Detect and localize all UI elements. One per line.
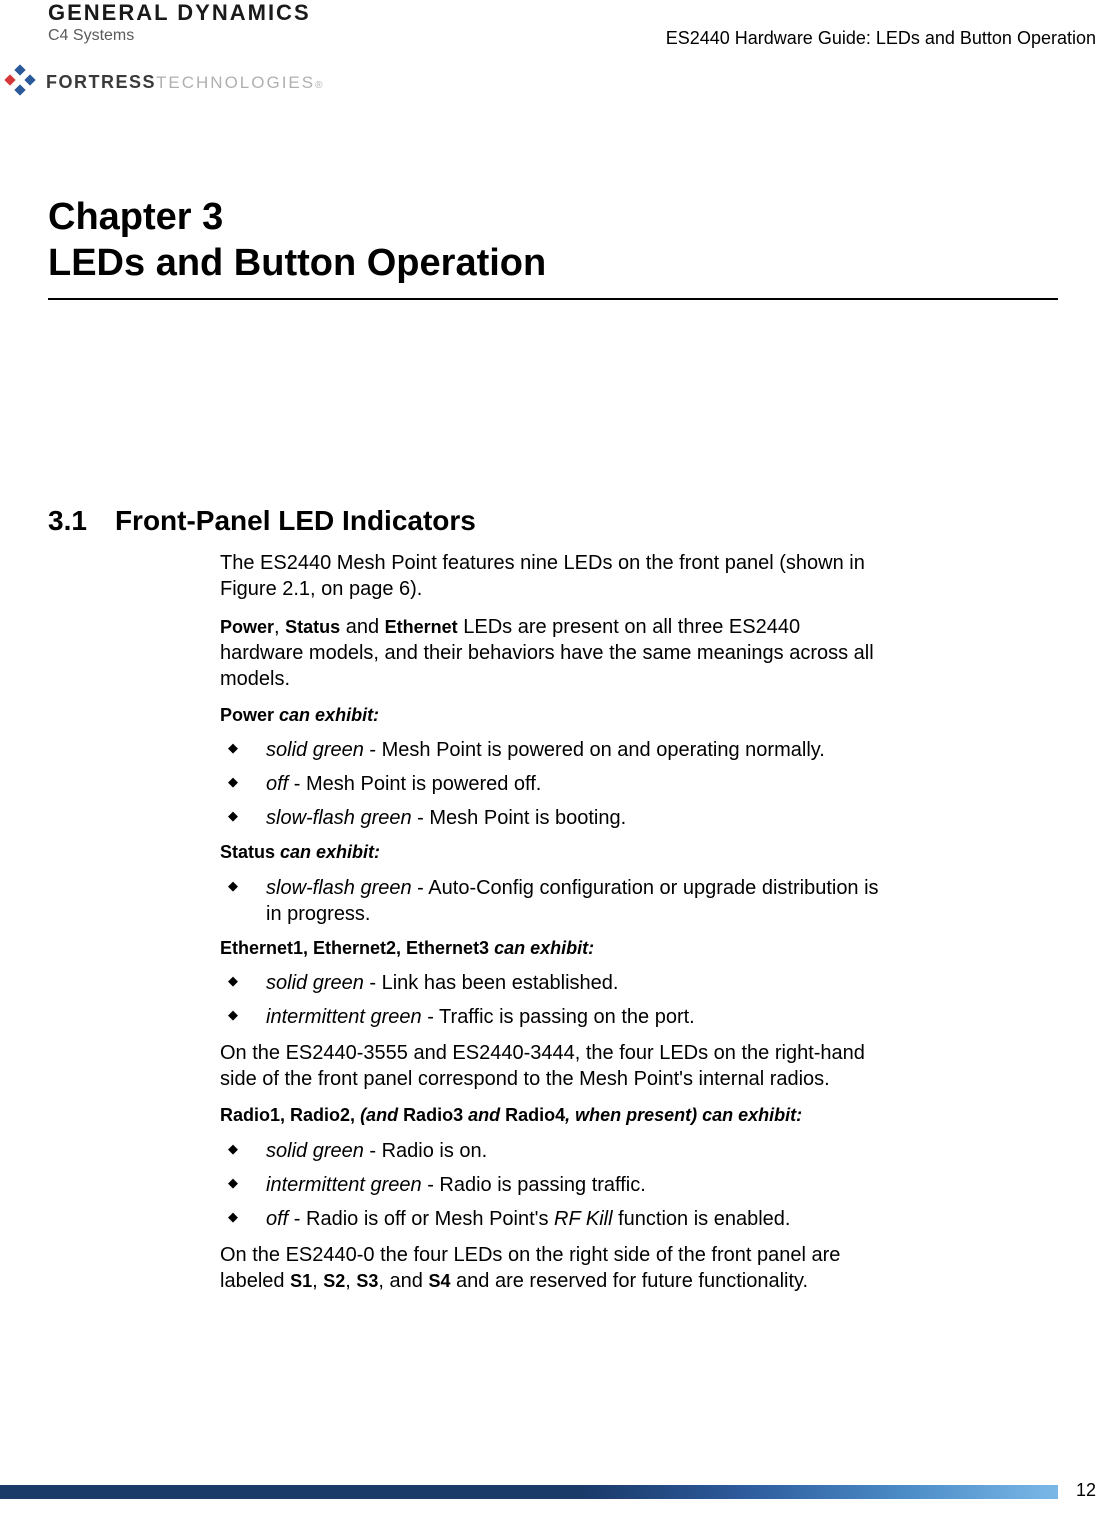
body-content: The ES2440 Mesh Point features nine LEDs… (220, 550, 880, 1306)
list-item: slow-flash green - Auto-Config configura… (220, 875, 880, 927)
section-heading: 3.1 Front-Panel LED Indicators (48, 505, 476, 537)
ethernet-bullets: solid green - Link has been established.… (220, 970, 880, 1030)
gd-logo: GENERAL DYNAMICS (48, 0, 311, 26)
list-item: slow-flash green - Mesh Point is booting… (220, 805, 880, 831)
page-header: GENERAL DYNAMICS C4 Systems FORTRESS TEC… (0, 0, 1096, 10)
power-head-label: Power (220, 705, 274, 725)
status-label: Status (285, 617, 340, 637)
ethernet-head-label: Ethernet1, Ethernet2, Ethernet3 (220, 938, 489, 958)
section-number: 3.1 (48, 505, 87, 537)
registered-mark: ® (315, 80, 322, 91)
list-item: intermittent green - Radio is passing tr… (220, 1172, 880, 1198)
power-label: Power (220, 617, 274, 637)
ethernet-label: Ethernet (385, 617, 458, 637)
leds-paragraph: Power, Status and Ethernet LEDs are pres… (220, 614, 880, 692)
list-item: off - Mesh Point is powered off. (220, 771, 880, 797)
fortress-bold: FORTRESS (46, 72, 156, 93)
fortress-light: TECHNOLOGIES (156, 73, 315, 93)
c4-systems-text: C4 Systems (48, 27, 134, 45)
status-subhead: Status can exhibit: (220, 841, 880, 864)
power-bullets: solid green - Mesh Point is powered on a… (220, 737, 880, 831)
list-item: solid green - Link has been established. (220, 970, 880, 996)
fortress-text: FORTRESS TECHNOLOGIES ® (46, 72, 322, 93)
power-subhead: Power can exhibit: (220, 704, 880, 727)
list-item: intermittent green - Traffic is passing … (220, 1004, 880, 1030)
chapter-title: Chapter 3 LEDs and Button Operation (48, 195, 1058, 300)
chapter-number: Chapter 3 (48, 195, 1058, 241)
section-title: Front-Panel LED Indicators (115, 505, 476, 537)
can-exhibit-text: can exhibit: (274, 705, 379, 725)
s3-label: S3 (356, 1271, 378, 1291)
ethernet-subhead: Ethernet1, Ethernet2, Ethernet3 can exhi… (220, 937, 880, 960)
s4-label: S4 (428, 1271, 450, 1291)
list-item: solid green - Mesh Point is powered on a… (220, 737, 880, 763)
list-item: solid green - Radio is on. (220, 1138, 880, 1164)
list-item: off - Radio is off or Mesh Point's RF Ki… (220, 1206, 880, 1232)
footer-gradient (0, 1485, 1058, 1499)
footer-bar (0, 1485, 1058, 1499)
intro-paragraph: The ES2440 Mesh Point features nine LEDs… (220, 550, 880, 602)
status-bullets: slow-flash green - Auto-Config configura… (220, 875, 880, 927)
can-exhibit-text: can exhibit: (489, 938, 594, 958)
doc-title: ES2440 Hardware Guide: LEDs and Button O… (666, 28, 1096, 49)
radio-bullets: solid green - Radio is on. intermittent … (220, 1138, 880, 1232)
chapter-name: LEDs and Button Operation (48, 241, 1058, 287)
s-labels-paragraph: On the ES2440-0 the four LEDs on the rig… (220, 1242, 880, 1294)
fortress-icon (0, 62, 40, 102)
s2-label: S2 (323, 1271, 345, 1291)
page-number: 12 (1076, 1480, 1096, 1501)
radio-subhead: Radio1, Radio2, (and Radio3 and Radio4, … (220, 1104, 880, 1127)
radio-intro-paragraph: On the ES2440-3555 and ES2440-3444, the … (220, 1040, 880, 1092)
can-exhibit-text: can exhibit: (275, 842, 380, 862)
s1-label: S1 (290, 1271, 312, 1291)
fortress-logo: FORTRESS TECHNOLOGIES ® (0, 62, 322, 102)
status-head-label: Status (220, 842, 275, 862)
